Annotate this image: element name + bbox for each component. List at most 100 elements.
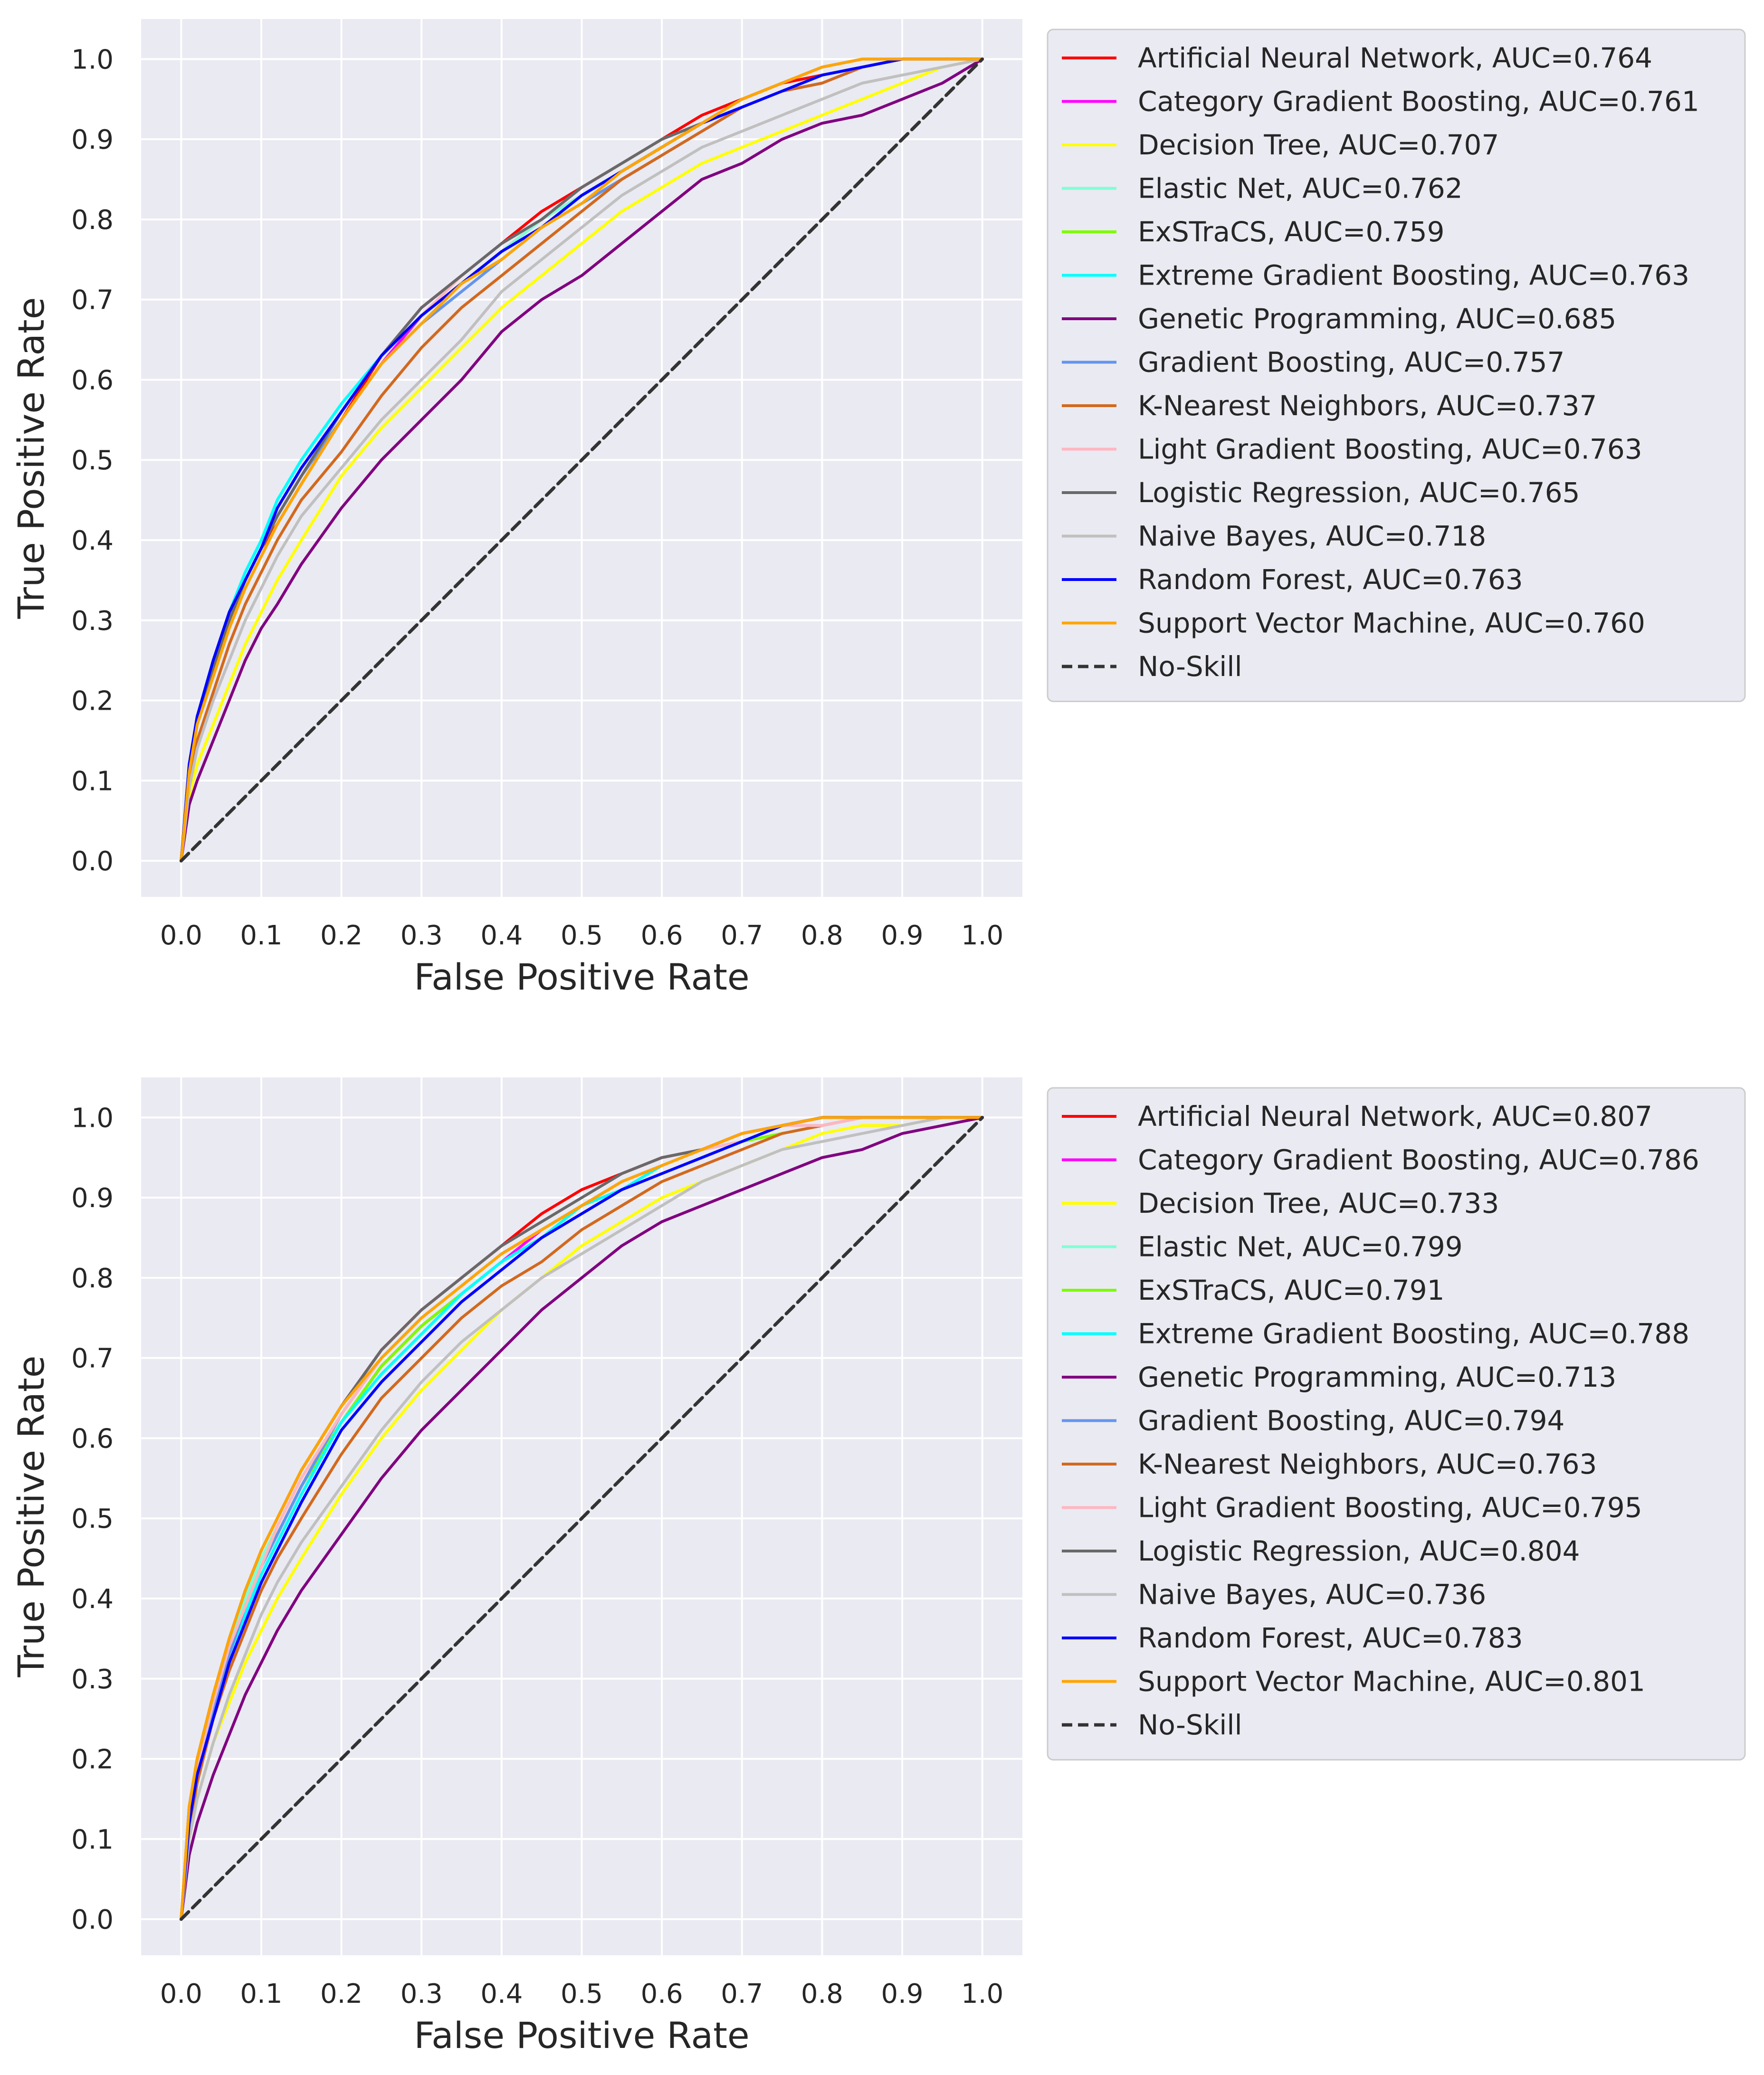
legend-label: Random Forest, AUC=0.783 (1138, 1622, 1523, 1654)
legend: Artificial Neural Network, AUC=0.764 Cate… (1047, 29, 1746, 702)
legend-box (1047, 29, 1746, 702)
legend-label: Light Gradient Boosting, AUC=0.763 (1138, 433, 1642, 466)
y-tick-label: 0.0 (71, 846, 114, 877)
y-tick-label: 0.8 (71, 1263, 114, 1294)
legend-label: Logistic Regression, AUC=0.765 (1138, 476, 1580, 509)
y-tick-label: 0.9 (71, 1183, 114, 1214)
x-tick-label: 0.3 (400, 1979, 443, 2009)
x-tick-label: 0.9 (881, 920, 924, 951)
x-tick-label: 0.5 (561, 920, 603, 951)
legend-label: Naive Bayes, AUC=0.736 (1138, 1579, 1486, 1611)
legend-label: Genetic Programming, AUC=0.713 (1138, 1361, 1616, 1393)
x-tick-label: 0.6 (641, 1979, 683, 2009)
legend: Artificial Neural Network, AUC=0.807 Cate… (1047, 1087, 1746, 1761)
legend-label: K-Nearest Neighbors, AUC=0.737 (1138, 390, 1597, 422)
x-tick-label: 0.1 (240, 920, 282, 951)
y-axis-label: True Positive Rate (10, 1356, 52, 1678)
x-tick-labels: 0.0 0.1 0.2 0.3 0.4 0.5 0.6 0.7 0.8 0.9 1.0 (160, 1979, 1003, 2009)
y-tick-label: 0.7 (71, 285, 114, 316)
legend-label: ExSTraCS, AUC=0.759 (1138, 216, 1445, 248)
x-tick-label: 1.0 (961, 1979, 1003, 2009)
legend-label: Elastic Net, AUC=0.762 (1138, 172, 1463, 205)
x-tick-label: 0.0 (160, 1979, 202, 2009)
roc-curve (180, 57, 984, 863)
y-tick-label: 0.3 (71, 1664, 114, 1695)
legend-label: Decision Tree, AUC=0.707 (1138, 129, 1499, 161)
no-skill-line (179, 57, 984, 863)
roc-curve (180, 1116, 984, 1921)
x-tick-label: 0.7 (721, 1979, 763, 2009)
y-tick-label: 0.1 (71, 1824, 114, 1855)
x-tick-label: 1.0 (961, 920, 1003, 951)
x-tick-label: 0.2 (320, 1979, 362, 2009)
roc-curve (180, 57, 984, 863)
roc-curve (180, 1116, 984, 1921)
x-tick-label: 0.7 (721, 920, 763, 951)
legend-label: Naive Bayes, AUC=0.718 (1138, 520, 1486, 552)
y-tick-label: 0.5 (71, 445, 114, 476)
x-tick-label: 0.4 (480, 920, 523, 951)
roc-curve (180, 57, 984, 863)
legend-box (1047, 1087, 1746, 1761)
y-tick-label: 0.9 (71, 124, 114, 155)
y-tick-label: 0.2 (71, 1744, 114, 1775)
x-tick-labels: 0.0 0.1 0.2 0.3 0.4 0.5 0.6 0.7 0.8 0.9 1.0 (160, 920, 1003, 951)
roc-chart-top: 0.0 0.1 0.2 0.3 0.4 0.5 0.6 0.7 0.8 0.9 1.0 0.0 0.1… (10, 19, 1746, 998)
x-tick-label: 0.8 (801, 1979, 843, 2009)
y-axis-label: True Positive Rate (10, 297, 52, 619)
y-tick-label: 0.3 (71, 606, 114, 637)
x-tick-label: 0.2 (320, 920, 362, 951)
x-tick-label: 0.5 (561, 1979, 603, 2009)
x-tick-label: 0.8 (801, 920, 843, 951)
legend-label: No-Skill (1138, 1709, 1242, 1741)
legend-label: Gradient Boosting, AUC=0.757 (1138, 346, 1564, 379)
roc-curve (180, 57, 984, 863)
legend-label: Category Gradient Boosting, AUC=0.786 (1138, 1144, 1699, 1176)
y-tick-label: 0.2 (71, 686, 114, 717)
legend-label: Category Gradient Boosting, AUC=0.761 (1138, 86, 1699, 118)
roc-curve (180, 57, 984, 863)
y-tick-label: 1.0 (71, 1103, 114, 1133)
y-tick-label: 0.7 (71, 1343, 114, 1374)
roc-curve (180, 1116, 984, 1921)
legend-label: Extreme Gradient Boosting, AUC=0.788 (1138, 1318, 1689, 1350)
x-tick-label: 0.3 (400, 920, 443, 951)
y-tick-label: 0.4 (71, 525, 114, 556)
legend-label: Light Gradient Boosting, AUC=0.795 (1138, 1492, 1642, 1524)
y-tick-label: 0.6 (71, 1423, 114, 1454)
legend-label: Artificial Neural Network, AUC=0.764 (1138, 42, 1652, 74)
legend-label: Artificial Neural Network, AUC=0.807 (1138, 1100, 1652, 1133)
no-skill-line (179, 1115, 984, 1921)
legend-label: Support Vector Machine, AUC=0.801 (1138, 1666, 1645, 1698)
x-tick-label: 0.0 (160, 920, 202, 951)
series-layer (179, 57, 984, 863)
x-axis-label: False Positive Rate (414, 2014, 749, 2056)
legend-label: ExSTraCS, AUC=0.791 (1138, 1274, 1445, 1306)
x-tick-label: 0.4 (480, 1979, 523, 2009)
y-tick-labels: 0.0 0.1 0.2 0.3 0.4 0.5 0.6 0.7 0.8 0.9 1.0 (71, 1103, 114, 1935)
y-tick-label: 1.0 (71, 44, 114, 75)
y-tick-label: 0.4 (71, 1584, 114, 1615)
legend-label: No-Skill (1138, 650, 1242, 683)
y-tick-labels: 0.0 0.1 0.2 0.3 0.4 0.5 0.6 0.7 0.8 0.9 1.0 (71, 44, 114, 877)
grid (141, 19, 1022, 897)
roc-curve (180, 57, 984, 863)
legend-label: Elastic Net, AUC=0.799 (1138, 1231, 1463, 1263)
x-axis-label: False Positive Rate (414, 956, 749, 998)
x-tick-label: 0.6 (641, 920, 683, 951)
legend-label: Random Forest, AUC=0.763 (1138, 563, 1523, 596)
y-tick-label: 0.1 (71, 766, 114, 797)
roc-curve (180, 1116, 984, 1921)
x-tick-label: 0.1 (240, 1979, 282, 2009)
y-tick-label: 0.0 (71, 1904, 114, 1935)
y-tick-label: 0.8 (71, 205, 114, 236)
legend-label: K-Nearest Neighbors, AUC=0.763 (1138, 1448, 1597, 1480)
series-layer (179, 1115, 984, 1921)
legend-label: Extreme Gradient Boosting, AUC=0.763 (1138, 259, 1689, 292)
legend-label: Genetic Programming, AUC=0.685 (1138, 303, 1616, 335)
legend-label: Decision Tree, AUC=0.733 (1138, 1187, 1499, 1219)
legend-label: Support Vector Machine, AUC=0.760 (1138, 607, 1645, 639)
y-tick-label: 0.6 (71, 365, 114, 396)
legend-label: Gradient Boosting, AUC=0.794 (1138, 1405, 1564, 1437)
